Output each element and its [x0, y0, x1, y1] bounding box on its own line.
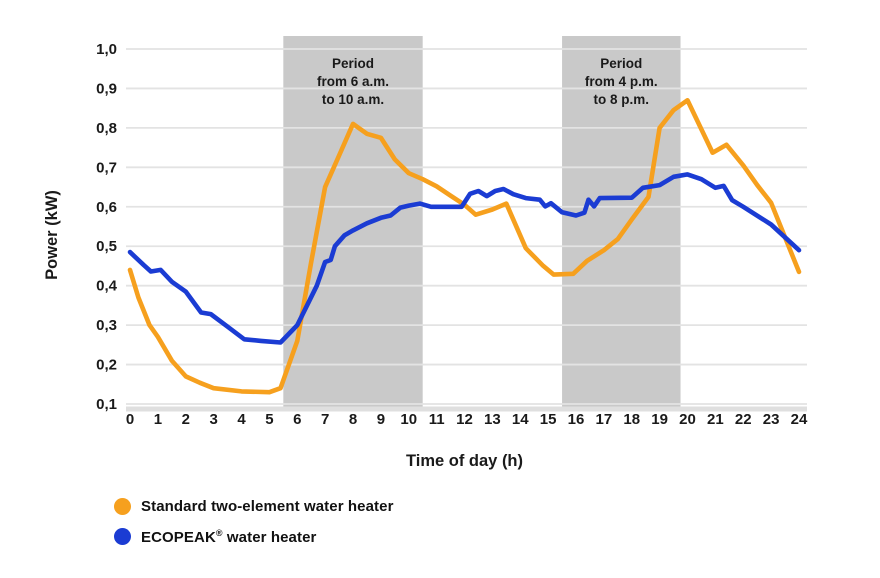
x-tick-label: 8: [349, 411, 357, 428]
x-axis-baseline: [126, 406, 807, 412]
legend-dot-standard: [114, 498, 131, 515]
y-tick-label: 0,8: [96, 120, 117, 137]
y-tick-label: 0,2: [96, 357, 117, 374]
x-tick-label: 11: [429, 411, 445, 428]
y-tick-label: 1,0: [96, 41, 117, 58]
y-tick-label: 0,4: [96, 278, 118, 295]
x-axis-title: Time of day (h): [406, 452, 523, 470]
x-tick-label: 9: [377, 411, 385, 428]
x-tick-label: 13: [484, 411, 501, 428]
series-line-ecopeak: [127, 172, 802, 345]
x-tick-label: 23: [763, 411, 780, 428]
y-tick-label: 0,6: [96, 199, 117, 216]
series-line-standard: [127, 98, 802, 395]
x-tick-label: 14: [512, 411, 529, 428]
legend-dot-ecopeak: [114, 528, 131, 545]
legend-label-ecopeak-name: ECOPEAK: [141, 528, 216, 546]
x-tick-label: 20: [679, 411, 696, 428]
legend-label-standard: Standard two-element water heater: [141, 498, 394, 515]
chart-legend: Standard two-element water heater ECOPEA…: [114, 496, 394, 547]
x-tick-label: 2: [182, 411, 190, 428]
x-tick-label: 6: [293, 411, 301, 428]
y-tick-label: 0,9: [96, 80, 117, 97]
x-tick-label: 4: [237, 411, 246, 428]
band-annotation-1: Period from 6 a.m. to 10 a.m.: [317, 56, 389, 107]
highlight-band-2: [562, 36, 681, 411]
x-tick-label: 5: [265, 411, 273, 428]
x-tick-label: 12: [456, 411, 473, 428]
x-tick-label: 7: [321, 411, 329, 428]
x-tick-label: 19: [651, 411, 668, 428]
y-tick-label: 0,5: [96, 238, 117, 255]
x-tick-label: 24: [791, 411, 808, 428]
legend-item-standard: Standard two-element water heater: [114, 496, 394, 517]
x-tick-label: 16: [568, 411, 585, 428]
x-tick-label: 10: [400, 411, 417, 428]
legend-label-ecopeak-rest: water heater: [222, 528, 317, 546]
x-tick-label: 17: [596, 411, 613, 428]
x-tick-label: 0: [126, 411, 134, 428]
registered-trademark-symbol: ®: [215, 527, 223, 538]
y-tick-label: 0,1: [96, 396, 117, 413]
legend-item-ecopeak: ECOPEAK® water heater: [114, 526, 394, 547]
band-annotation-2: Period from 4 p.m. to 8 p.m.: [585, 56, 658, 107]
y-tick-label: 0,7: [96, 159, 117, 176]
x-tick-label: 1: [154, 411, 162, 428]
legend-label-ecopeak: ECOPEAK® water heater: [141, 528, 316, 546]
x-tick-label: 18: [623, 411, 640, 428]
y-tick-label: 0,3: [96, 317, 117, 334]
x-tick-label: 3: [209, 411, 217, 428]
x-tick-label: 15: [540, 411, 557, 428]
y-axis-title: Power (kW): [43, 190, 61, 280]
x-tick-label: 21: [707, 411, 724, 428]
highlight-band-1: [283, 36, 423, 411]
x-tick-label: 22: [735, 411, 752, 428]
